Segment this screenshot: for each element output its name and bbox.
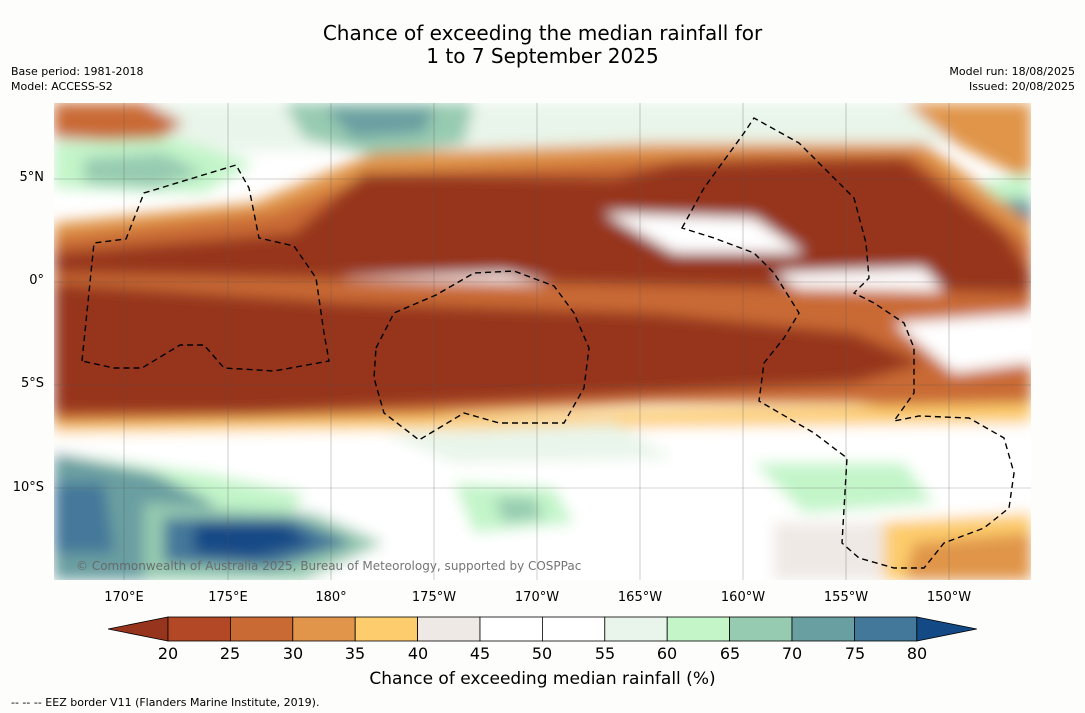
copyright-credit: © Commonwealth of Australia 2025, Bureau… bbox=[76, 559, 582, 573]
lon-label: 150°W bbox=[926, 590, 972, 605]
colorbar-swatch bbox=[604, 616, 668, 642]
colorbar-tick: 75 bbox=[844, 644, 866, 663]
lon-label: 155°W bbox=[823, 590, 869, 605]
colorbar-title: Chance of exceeding median rainfall (%) bbox=[369, 669, 716, 689]
lat-label-10s: 10°S bbox=[12, 480, 44, 495]
colorbar-swatch bbox=[729, 616, 793, 642]
colorbar-tick: 55 bbox=[594, 644, 616, 663]
lon-label: 165°W bbox=[617, 590, 663, 605]
colorbar-swatch bbox=[791, 616, 855, 642]
rainfall-field bbox=[54, 103, 1031, 580]
lat-label-0: 0° bbox=[29, 273, 44, 288]
base-period: Base period: 1981-2018 bbox=[11, 65, 144, 78]
lat-label-5n: 5°N bbox=[19, 170, 45, 185]
colorbar-tick: 65 bbox=[719, 644, 741, 663]
colorbar-swatch bbox=[230, 616, 294, 642]
colorbar-tick: 80 bbox=[906, 644, 928, 663]
colorbar-tick: 20 bbox=[157, 644, 179, 663]
model-run: Model run: 18/08/2025 bbox=[949, 65, 1075, 78]
model-name: Model: ACCESS-S2 bbox=[11, 80, 113, 93]
map-title-line2: 1 to 7 September 2025 bbox=[426, 44, 659, 68]
colorbar-tick: 70 bbox=[781, 644, 803, 663]
graticule bbox=[54, 103, 1031, 580]
eez-borders bbox=[81, 117, 1015, 569]
colorbar-tick: 50 bbox=[531, 644, 553, 663]
rainfall-map: © Commonwealth of Australia 2025, Bureau… bbox=[54, 103, 1031, 580]
colorbar-tick: 60 bbox=[656, 644, 678, 663]
colorbar-tick: 40 bbox=[407, 644, 429, 663]
colorbar-swatch bbox=[354, 616, 418, 642]
lon-label: 160°W bbox=[720, 590, 766, 605]
lon-label: 170°W bbox=[514, 590, 560, 605]
colorbar-swatch bbox=[666, 616, 731, 642]
colorbar-swatch bbox=[541, 616, 606, 642]
map-title-line1: Chance of exceeding the median rainfall … bbox=[322, 21, 763, 45]
colorbar-swatch bbox=[854, 616, 918, 642]
colorbar-tick: 25 bbox=[219, 644, 241, 663]
colorbar-extend-high bbox=[916, 616, 977, 642]
colorbar bbox=[108, 616, 977, 642]
colorbar-tick: 30 bbox=[282, 644, 304, 663]
lon-label: 175°W bbox=[411, 590, 457, 605]
colorbar-tick: 45 bbox=[469, 644, 491, 663]
lat-label-5s: 5°S bbox=[20, 376, 44, 391]
lon-label: 175°E bbox=[208, 590, 248, 605]
colorbar-swatch bbox=[417, 616, 481, 642]
colorbar-swatch bbox=[479, 616, 543, 642]
lon-label: 170°E bbox=[104, 590, 144, 605]
colorbar-swatch bbox=[292, 616, 356, 642]
issued-date: Issued: 20/08/2025 bbox=[968, 80, 1075, 93]
colorbar-swatch bbox=[167, 616, 231, 642]
eez-legend: -- -- -- EEZ border V11 (Flanders Marine… bbox=[11, 696, 320, 709]
lon-label: 180° bbox=[315, 590, 347, 605]
colorbar-tick: 35 bbox=[344, 644, 366, 663]
colorbar-extend-low bbox=[108, 616, 169, 642]
